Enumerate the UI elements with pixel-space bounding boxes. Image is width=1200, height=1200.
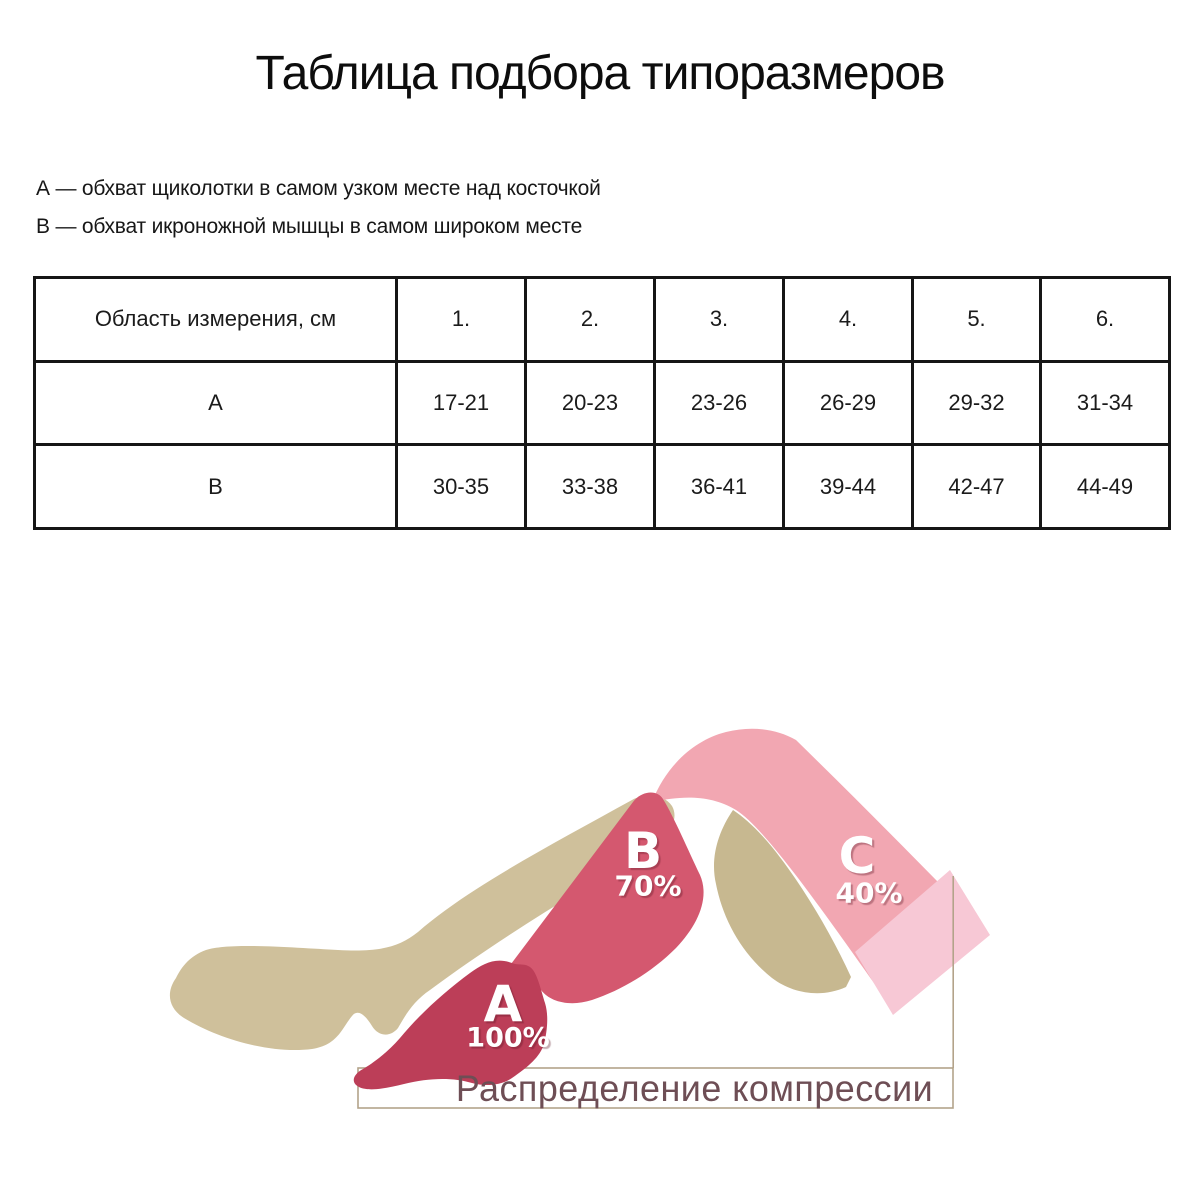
column-header-size-1: 1. <box>395 276 527 363</box>
column-header-size-3: 3. <box>653 276 785 363</box>
table-cell: 44-49 <box>1039 443 1171 530</box>
table-cell: 26-29 <box>782 359 914 447</box>
compression-diagram: B 70% C 40% A 100% Распределение компрес… <box>0 640 1200 1200</box>
table-cell: 23-26 <box>653 359 785 447</box>
bare-knee-wedge-shape <box>713 810 851 994</box>
size-table-header-row: Область измерения, см 1. 2. 3. 4. 5. 6. <box>33 276 1171 363</box>
zone-b-label: B <box>623 822 663 880</box>
size-table: Область измерения, см 1. 2. 3. 4. 5. 6. … <box>33 276 1171 530</box>
table-row-b: В 30-35 33-38 36-41 39-44 42-47 44-49 <box>33 443 1171 530</box>
column-header-size-2: 2. <box>524 276 656 363</box>
stocking-top-band-shape <box>855 870 990 1015</box>
table-cell: 33-38 <box>524 443 656 530</box>
table-cell: 31-34 <box>1039 359 1171 447</box>
zone-b-percent: 70% <box>614 869 682 903</box>
table-cell: 42-47 <box>911 443 1042 530</box>
table-row-a: А 17-21 20-23 23-26 26-29 29-32 31-34 <box>33 359 1171 447</box>
bare-leg-shape <box>169 795 675 1051</box>
zone-c-shape <box>652 728 953 983</box>
legend-line-a: А — обхват щиколотки в самом узком месте… <box>36 177 601 200</box>
row-label-a: А <box>33 359 398 447</box>
zone-c-label: C <box>838 827 876 885</box>
page-title: Таблица подбора типоразмеров <box>255 47 945 100</box>
leg-illustration <box>169 728 990 1109</box>
zone-c-percent: 40% <box>835 876 903 910</box>
zone-a-percent: 100% <box>466 1022 550 1054</box>
table-cell: 17-21 <box>395 359 527 447</box>
zone-a-label: A <box>483 975 523 1033</box>
zone-b-shape <box>508 792 704 1004</box>
column-header-size-4: 4. <box>782 276 914 363</box>
table-cell: 20-23 <box>524 359 656 447</box>
table-cell: 36-41 <box>653 443 785 530</box>
table-cell: 29-32 <box>911 359 1042 447</box>
compression-caption: Распределение компрессии <box>455 1068 934 1109</box>
table-cell: 39-44 <box>782 443 914 530</box>
table-cell: 30-35 <box>395 443 527 530</box>
caption-frame <box>357 1067 954 1109</box>
row-label-b: В <box>33 443 398 530</box>
measurement-legend: А — обхват щиколотки в самом узком месте… <box>36 170 601 246</box>
zone-a-shape <box>353 960 548 1090</box>
column-header-size-5: 5. <box>911 276 1042 363</box>
column-header-size-6: 6. <box>1039 276 1171 363</box>
legend-line-b: В — обхват икроножной мышцы в самом широ… <box>36 215 583 238</box>
column-header-measure-area: Область измерения, см <box>33 276 398 363</box>
